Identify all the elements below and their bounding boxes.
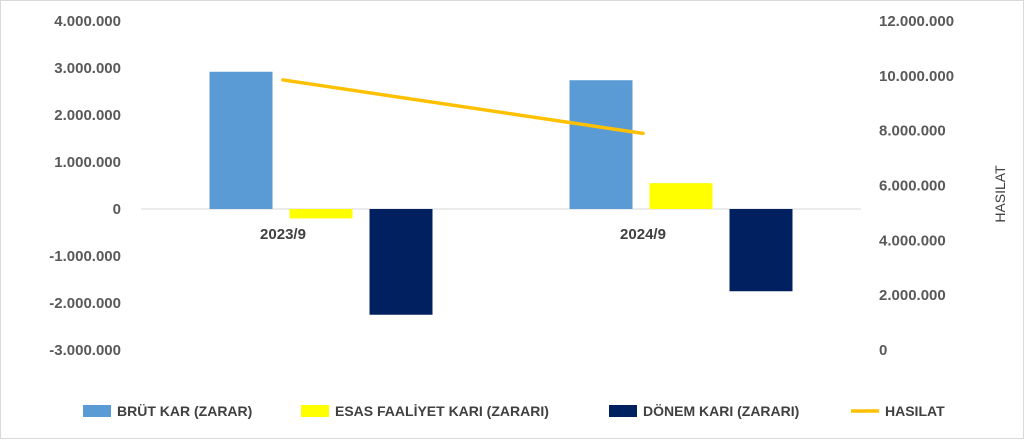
left-tick-label: 0 (113, 201, 121, 218)
bar-3-1 (369, 209, 433, 315)
right-tick-label: 2.000.000 (879, 287, 946, 304)
left-tick-label: 4.000.000 (54, 13, 121, 30)
left-tick-label: 3.000.000 (54, 60, 121, 77)
legend-swatch (301, 405, 329, 417)
right-axis: 12.000.000 10.000.000 8.000.000 6.000.000 4.… (879, 13, 954, 359)
left-tick-label: -2.000.000 (49, 295, 121, 312)
bar-series-group (209, 71, 793, 315)
left-tick-label: 2.000.000 (54, 107, 121, 124)
left-tick-label: 1.000.000 (54, 154, 121, 171)
bar-3-2 (729, 209, 793, 292)
right-axis-title: HASILAT (992, 165, 1008, 223)
legend-swatch (83, 405, 111, 417)
bar-2-2 (649, 183, 713, 209)
right-tick-label: 6.000.000 (879, 178, 946, 195)
right-tick-label: 12.000.000 (879, 13, 954, 30)
legend-label: BRÜT KAR (ZARAR) (117, 403, 252, 419)
left-tick-label: -3.000.000 (49, 342, 121, 359)
bar-1-1 (209, 71, 273, 209)
right-tick-label: 0 (879, 342, 887, 359)
left-axis: 4.000.000 3.000.000 2.000.000 1.000.000 0 -1.… (49, 13, 121, 359)
legend-label: ESAS FAALİYET KARI (ZARARI) (335, 403, 549, 419)
left-tick-label: -1.000.000 (49, 248, 121, 265)
line-hasilat (281, 78, 645, 136)
right-tick-label: 8.000.000 (879, 123, 946, 140)
category-label: 2023/9 (260, 226, 306, 243)
category-labels: 2023/9 2024/9 (260, 226, 666, 243)
bar-2-1 (289, 209, 353, 219)
right-tick-label: 4.000.000 (879, 232, 946, 249)
category-label: 2024/9 (620, 226, 666, 243)
legend-label: DÖNEM KARI (ZARARI) (643, 403, 799, 419)
legend-swatch (609, 405, 637, 417)
right-tick-label: 10.000.000 (879, 68, 954, 85)
legend: BRÜT KAR (ZARAR) ESAS FAALİYET KARI (ZARA… (83, 403, 945, 419)
line-series-group (281, 78, 645, 136)
legend-label: HASILAT (885, 403, 945, 419)
bar-1-2 (569, 80, 633, 209)
